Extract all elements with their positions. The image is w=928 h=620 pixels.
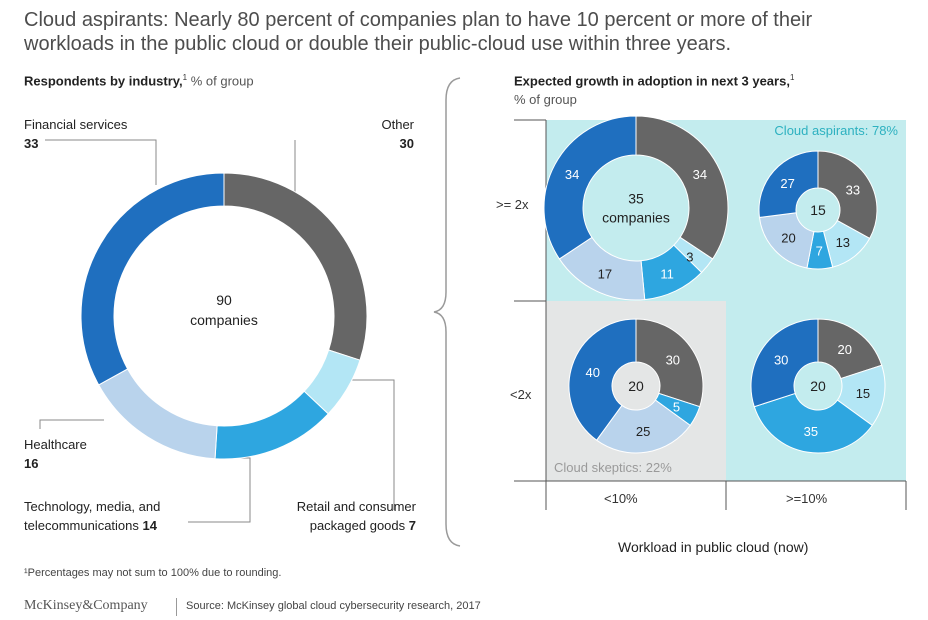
right-heading: Expected growth in adoption in next 3 ye…	[514, 73, 795, 108]
growth-donut-1-value-technology: 7	[816, 243, 823, 258]
growth-donut-3-value-financial: 30	[774, 352, 788, 367]
growth-donut-2-segment-other	[635, 318, 704, 408]
growth-donut-0-value-retail: 3	[686, 249, 693, 264]
footnote: ¹Percentages may not sum to 100% due to …	[24, 567, 282, 579]
leader-line-retail	[336, 379, 395, 510]
growth-donut-3-value-other: 20	[838, 342, 852, 357]
x-axis-title: Workload in public cloud (now)	[618, 539, 809, 555]
leader-line-healthcare	[39, 419, 104, 429]
label-other: Other 30	[381, 117, 414, 151]
left-heading: Respondents by industry,1 % of group	[24, 73, 254, 89]
growth-donut-3-segment-other	[817, 318, 883, 380]
skeptic-bg	[546, 301, 726, 481]
growth-donut-0-center-label: 35	[628, 190, 644, 206]
growth-donut-1-value-other: 33	[846, 182, 860, 197]
growth-donut-0-segment-retail	[673, 236, 714, 274]
growth-donut-2-value-financial: 40	[585, 365, 599, 380]
industry-segment-healthcare	[98, 368, 218, 460]
growth-donut-1-center-label: 15	[810, 202, 826, 218]
aspirant-bg-bottom-right	[726, 301, 906, 481]
label-technology: Technology, media, and telecommunications…	[24, 499, 161, 533]
growth-donut-2-segment-healthcare	[595, 399, 691, 454]
growth-donut-0: 34 3 11 17 34 35 companies	[543, 115, 729, 301]
skeptics-label: Cloud skeptics: 22%	[554, 460, 672, 475]
growth-donut-0-segment-other	[635, 115, 729, 260]
x-label-high-workload: >=10%	[786, 491, 828, 506]
aspirant-bg-top	[546, 120, 906, 301]
growth-donut-0-value-technology: 11	[660, 266, 674, 281]
brand-logo: McKinsey&Company	[24, 598, 148, 613]
industry-segment-financial	[80, 172, 225, 386]
growth-donut-3-segment-financial	[750, 318, 819, 408]
growth-donut-0-segment-financial	[543, 115, 637, 260]
growth-donut-0-value-other: 34	[693, 167, 707, 182]
growth-donut-1-value-healthcare: 20	[781, 231, 795, 246]
donut-center-count: 90	[216, 292, 232, 308]
growth-donut-3-segment-retail	[836, 364, 886, 427]
growth-donut-1: 33 13 7 20 27 15	[758, 150, 878, 270]
growth-donut-1-value-retail: 13	[836, 235, 850, 250]
footer-divider	[176, 598, 177, 616]
growth-donut-2: 30 5 25 40 20	[568, 318, 704, 454]
growth-donut-0-segment-healthcare	[558, 236, 646, 301]
growth-donut-3-value-technology: 35	[804, 424, 818, 439]
label-financial-services: Financial services 33	[24, 117, 128, 151]
x-label-low-workload: <10%	[604, 491, 638, 506]
growth-donut-1-segment-financial	[758, 150, 819, 218]
growth-donut-2-value-other: 30	[666, 352, 680, 367]
growth-donut-2-value-healthcare: 25	[636, 424, 650, 439]
growth-donut-2-segment-financial	[568, 318, 637, 441]
industry-segment-technology	[214, 390, 329, 460]
chart-title: Cloud aspirants: Nearly 80 percent of co…	[24, 9, 813, 55]
growth-donut-1-segment-healthcare	[758, 212, 815, 269]
growth-donut-1-segment-other	[817, 150, 878, 240]
growth-donut-0-segment-technology	[640, 244, 703, 301]
growth-donut-3-segment-technology	[753, 392, 873, 454]
industry-segment-other	[223, 172, 368, 361]
growth-donut-2-center-label: 20	[628, 378, 644, 394]
leader-line-technology	[188, 457, 251, 523]
growth-donut-3-value-retail: 15	[856, 386, 870, 401]
growth-donut-1-value-financial: 27	[780, 176, 794, 191]
y-label-high-growth: >= 2x	[496, 197, 529, 212]
growth-donut-3-center-label: 20	[810, 378, 826, 394]
industry-segment-retail	[303, 349, 361, 415]
growth-donut-0-value-healthcare: 17	[598, 266, 612, 281]
growth-donut-0-value-financial: 34	[565, 167, 579, 182]
growth-donut-1-segment-retail	[822, 219, 871, 268]
label-retail: Retail and consumer packaged goods 7	[296, 499, 416, 533]
growth-donut-2-value-technology: 5	[673, 400, 680, 415]
growth-donut-3: 20 15 35 30 20	[750, 318, 886, 454]
brace-divider	[433, 77, 461, 547]
aspirants-label: Cloud aspirants: 78%	[774, 123, 898, 138]
y-label-low-growth: <2x	[510, 387, 532, 402]
growth-donut-0-center-label: companies	[602, 209, 670, 225]
donut-center-unit: companies	[190, 312, 258, 328]
growth-donut-2-segment-technology	[654, 392, 701, 427]
label-healthcare: Healthcare 16	[24, 437, 87, 471]
growth-donut-1-segment-technology	[806, 230, 834, 270]
source-note: Source: McKinsey global cloud cybersecur…	[186, 600, 481, 612]
